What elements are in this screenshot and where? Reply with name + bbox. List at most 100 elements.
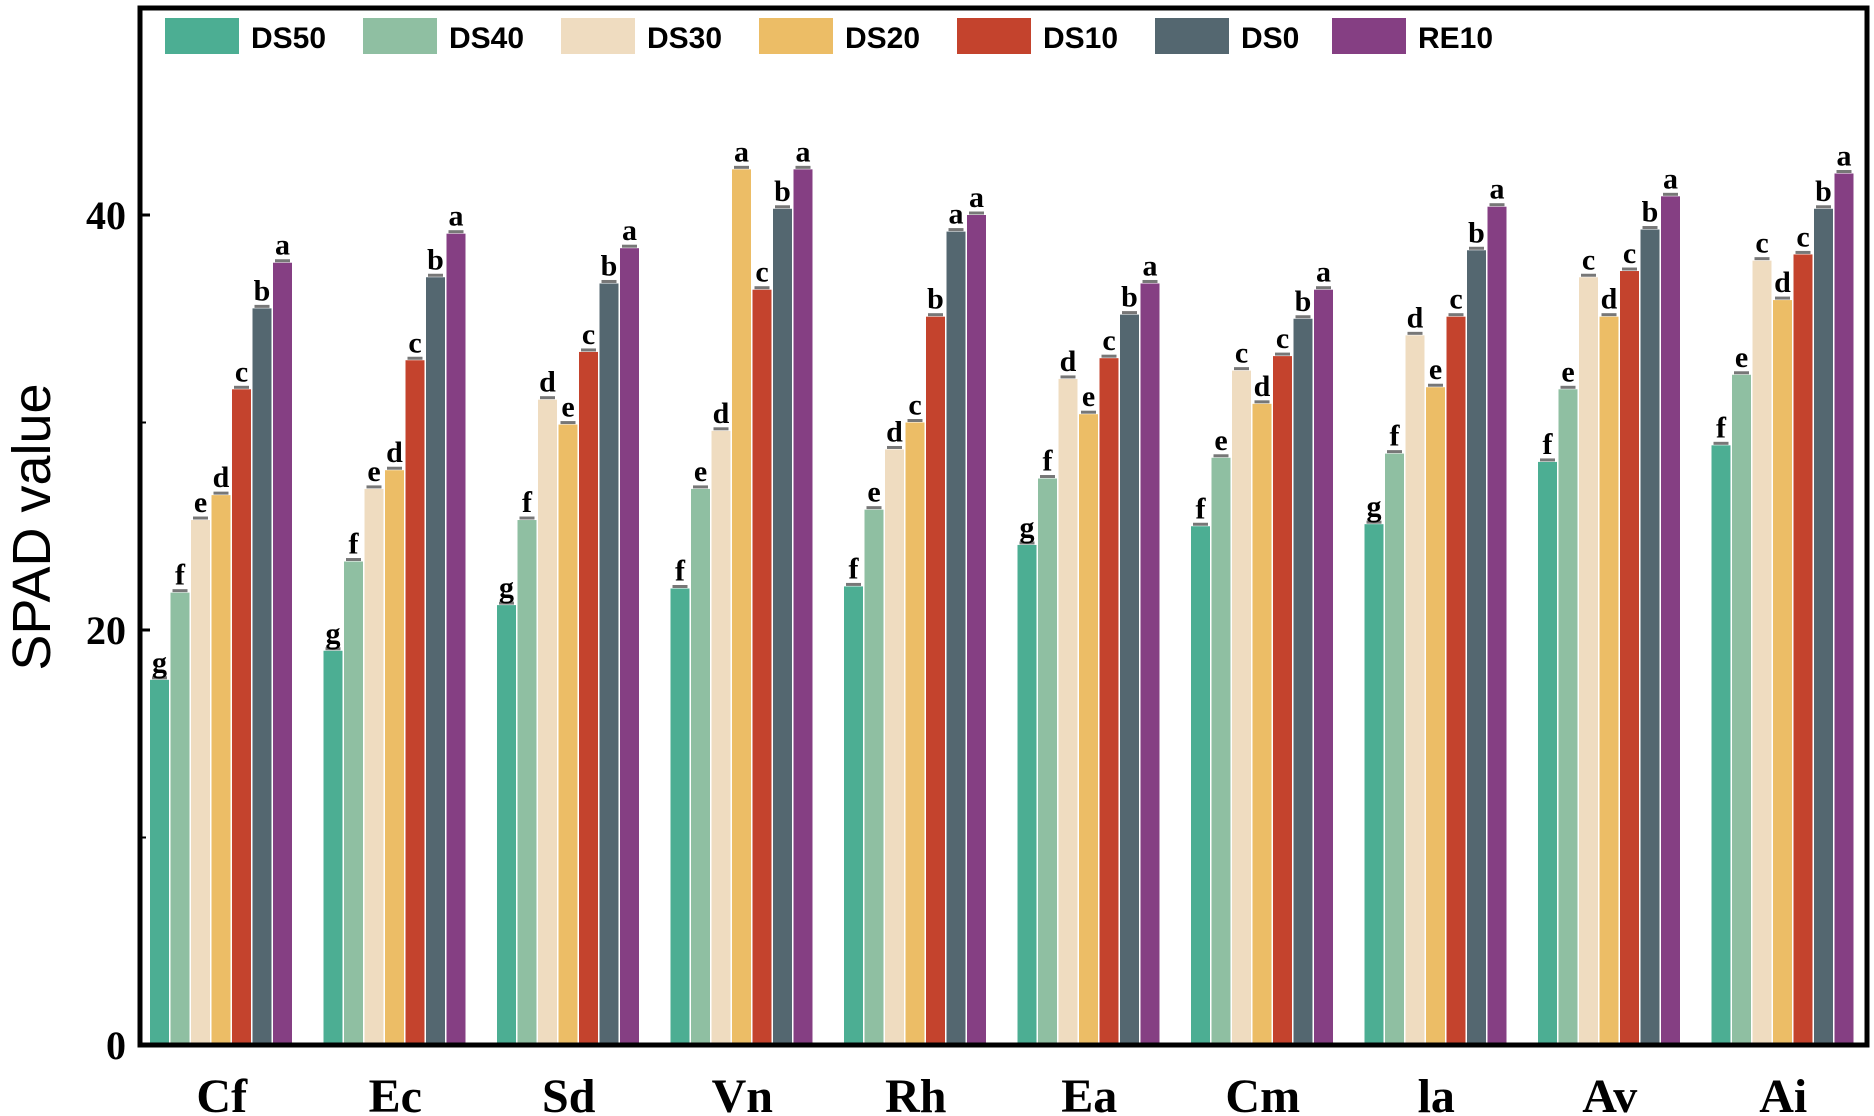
sig-letter-av-ds0: b (1642, 196, 1659, 229)
sig-letter-la-ds10: c (1449, 283, 1462, 316)
bar-sd-re10 (620, 248, 639, 1045)
sig-letter-cf-ds30: e (194, 486, 207, 519)
bar-la-re10 (1487, 206, 1507, 1045)
sig-letter-ec-ds30: e (367, 455, 380, 488)
bar-av-ds20 (1599, 316, 1619, 1045)
bar-ai-ds0 (1814, 208, 1833, 1045)
legend-swatch-ds30 (561, 18, 635, 54)
x-tick-label-ec: Ec (369, 1070, 422, 1116)
sig-letter-vn-ds20: a (734, 135, 749, 168)
legend-label-ds40: DS40 (449, 22, 524, 55)
bar-ai-ds40 (1732, 374, 1751, 1045)
bar-ea-ds10 (1099, 358, 1119, 1045)
bar-ec-ds10 (405, 360, 425, 1045)
sig-letter-cf-re10: a (275, 229, 290, 262)
bar-cf-ds50 (150, 679, 169, 1045)
bar-ai-ds30 (1752, 260, 1772, 1045)
sig-letter-cm-ds0: b (1295, 285, 1312, 318)
bar-la-ds0 (1467, 250, 1486, 1045)
sig-letter-vn-ds40: e (694, 455, 707, 488)
sig-letter-cf-ds50: g (152, 646, 167, 679)
bar-cm-ds30 (1232, 370, 1251, 1045)
x-tick-label-cf: Cf (196, 1070, 248, 1116)
sig-letter-av-ds10: c (1623, 237, 1636, 270)
sig-letter-cf-ds40: f (175, 559, 186, 592)
legend-label-ds0: DS0 (1241, 22, 1299, 55)
sig-letter-av-ds20: d (1601, 283, 1618, 316)
sig-letter-av-ds30: c (1582, 243, 1595, 276)
sig-letter-av-re10: a (1663, 162, 1678, 195)
sig-letter-av-ds40: e (1561, 355, 1574, 388)
bar-sd-ds10 (579, 351, 598, 1045)
sig-letter-ea-ds0: b (1121, 281, 1138, 314)
sig-letter-ai-ds40: e (1735, 341, 1748, 374)
bar-cf-ds30 (191, 520, 210, 1045)
bar-rh-ds40 (864, 509, 884, 1045)
sig-letter-ec-ds0: b (427, 243, 444, 276)
bar-cm-ds0 (1293, 318, 1313, 1045)
bar-ea-ds20 (1079, 414, 1098, 1045)
y-axis: 0 20 40 (86, 193, 150, 1068)
bar-ea-ds40 (1038, 478, 1057, 1045)
sig-letter-cm-ds40: e (1214, 424, 1227, 457)
sig-letter-vn-re10: a (796, 135, 811, 168)
x-tick-label-cm: Cm (1225, 1070, 1300, 1116)
x-tick-label-av: Av (1582, 1070, 1637, 1116)
sig-letter-cm-ds20: d (1254, 370, 1271, 403)
x-tick-label-ai: Ai (1759, 1070, 1807, 1116)
sig-letter-ai-ds50: f (1716, 411, 1727, 444)
y-axis-title: SPAD value (2, 383, 62, 670)
x-tick-label-ea: Ea (1061, 1070, 1117, 1116)
bar-rh-ds10 (926, 316, 945, 1045)
sig-letter-ai-ds10: c (1796, 220, 1809, 253)
x-axis: Cf Ec Sd Vn Rh Ea Cm la Av Ai (196, 1070, 1807, 1116)
sig-letter-ec-ds40: f (349, 528, 360, 561)
plot-frame (137, 5, 1870, 1048)
sig-letter-sd-re10: a (622, 214, 637, 247)
bar-ec-ds50 (323, 650, 343, 1045)
sig-letter-rh-ds50: f (849, 552, 860, 585)
y-tick-label: 20 (86, 608, 126, 653)
sig-letter-ea-ds30: d (1060, 345, 1077, 378)
bar-ec-ds20 (385, 470, 404, 1046)
bar-vn-ds10 (752, 289, 772, 1045)
legend-swatch-ds20 (759, 18, 833, 54)
bar-rh-ds50 (844, 586, 863, 1045)
x-tick-label-rh: Rh (885, 1070, 946, 1116)
bar-cf-ds10 (232, 389, 251, 1045)
bar-av-ds50 (1538, 461, 1557, 1045)
sig-letter-la-ds40: f (1390, 420, 1401, 453)
sig-letter-sd-ds0: b (601, 249, 618, 282)
bar-av-ds40 (1558, 389, 1578, 1045)
bar-ai-ds50 (1711, 445, 1731, 1045)
y-tick-label: 0 (106, 1023, 126, 1068)
sig-letter-sd-ds40: f (522, 486, 533, 519)
bar-ea-ds0 (1120, 314, 1139, 1046)
bar-sd-ds50 (497, 605, 516, 1045)
sig-letter-cf-ds20: d (213, 461, 230, 494)
bar-sd-ds40 (517, 520, 537, 1045)
legend-label-ds20: DS20 (845, 22, 920, 55)
sig-letter-cm-re10: a (1316, 256, 1331, 289)
sig-letter-vn-ds10: c (755, 256, 768, 289)
sig-letter-ai-ds0: b (1815, 175, 1832, 208)
sig-letter-la-re10: a (1490, 173, 1505, 206)
sig-letter-rh-ds10: b (927, 283, 944, 316)
bar-vn-re10 (793, 169, 813, 1046)
bar-cm-ds50 (1191, 526, 1210, 1045)
bar-cf-ds0 (252, 308, 272, 1045)
bar-ec-re10 (446, 233, 466, 1046)
sig-letter-ai-ds20: d (1774, 266, 1791, 299)
bar-cm-ds40 (1211, 457, 1231, 1045)
sig-letter-ea-re10: a (1143, 249, 1158, 282)
sig-letter-rh-re10: a (969, 181, 984, 214)
bar-la-ds10 (1446, 316, 1466, 1045)
sig-letter-cm-ds10: c (1276, 322, 1289, 355)
bar-vn-ds40 (691, 488, 710, 1045)
sig-letter-ai-ds30: c (1755, 227, 1768, 260)
bar-ea-ds30 (1058, 378, 1078, 1045)
bar-cm-re10 (1314, 289, 1333, 1045)
legend: DS50 DS40 DS30 DS20 DS10 DS0 RE10 (165, 18, 1493, 55)
bar-cf-re10 (273, 262, 292, 1046)
